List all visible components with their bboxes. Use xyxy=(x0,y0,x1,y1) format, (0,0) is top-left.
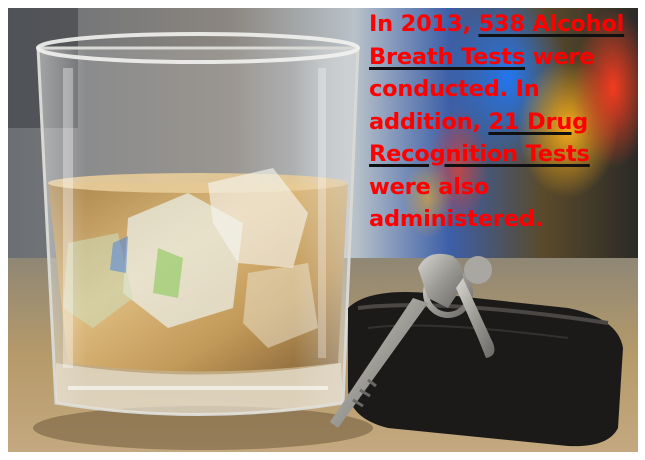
caption-line-1: In 2013, 538 Alcohol xyxy=(369,8,639,41)
drug-tests-count: 21 Drug xyxy=(488,108,589,135)
whiskey-and-keys-photo xyxy=(8,8,638,452)
caption-line-2: Breath Tests were xyxy=(369,41,639,74)
breath-tests-label: Breath Tests xyxy=(369,43,526,70)
recognition-tests-label: Recognition Tests xyxy=(369,141,590,167)
drunk-driving-caption: In 2013, 538 Alcohol Breath Tests were c… xyxy=(369,8,639,236)
alcohol-tests-count: 538 Alcohol xyxy=(478,11,625,37)
caption-line-3: conducted. In xyxy=(369,76,540,102)
caption-line-4: addition, 21 Drug xyxy=(369,106,639,139)
caption-were-text: were xyxy=(525,43,595,70)
caption-line-6: were also xyxy=(369,173,490,200)
caption-line-7: administered. xyxy=(369,206,543,232)
caption-addition-text: addition, xyxy=(369,108,489,135)
caption-year-text: In 2013, xyxy=(369,11,479,37)
